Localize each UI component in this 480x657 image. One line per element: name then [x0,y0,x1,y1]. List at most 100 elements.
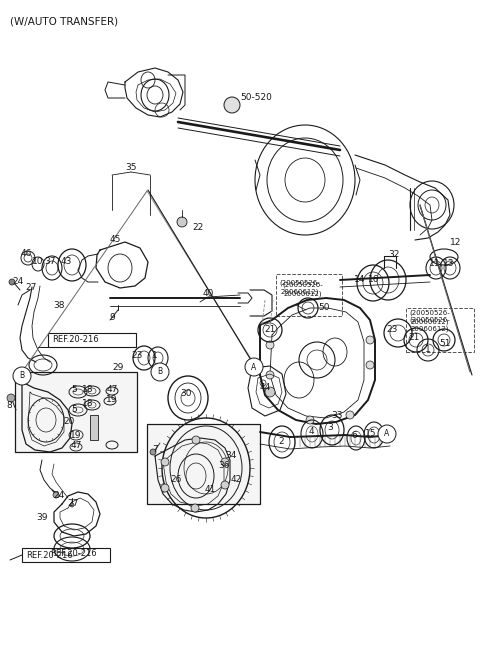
Ellipse shape [177,217,187,227]
Ellipse shape [192,436,200,444]
Bar [22,548,110,562]
Text: 2: 2 [278,436,284,445]
Text: 23: 23 [386,325,398,334]
Text: 36: 36 [218,461,230,470]
Text: (20050526-: (20050526- [283,282,324,288]
Text: 29: 29 [112,363,124,373]
Ellipse shape [161,458,169,466]
Text: 4: 4 [308,428,314,436]
Text: 19: 19 [106,394,118,403]
Text: 24: 24 [12,277,24,286]
Text: 43: 43 [60,258,72,267]
Ellipse shape [266,371,274,379]
Ellipse shape [366,336,374,344]
Ellipse shape [265,387,275,397]
Ellipse shape [70,503,74,507]
Text: 5: 5 [71,405,77,415]
Text: 50: 50 [318,304,329,313]
Text: A: A [252,363,257,371]
Text: 39: 39 [36,514,48,522]
Ellipse shape [378,425,396,443]
Ellipse shape [221,458,229,466]
Text: 37: 37 [44,258,56,267]
Text: 33: 33 [331,411,343,420]
Text: 1: 1 [152,350,158,359]
Text: 47: 47 [106,384,118,394]
Ellipse shape [151,363,169,381]
Text: 7: 7 [152,445,158,453]
Text: 35: 35 [125,164,137,173]
Bar [90,415,98,440]
Bar [48,333,136,347]
Ellipse shape [221,481,229,489]
Text: 50-520: 50-520 [240,93,272,101]
Ellipse shape [13,367,31,385]
Text: 27: 27 [67,499,79,509]
Ellipse shape [306,416,314,424]
Text: 20060612): 20060612) [281,288,319,295]
Text: 9: 9 [109,313,115,323]
Ellipse shape [366,361,374,369]
Text: 40: 40 [202,288,214,298]
Text: 51: 51 [439,338,451,348]
Ellipse shape [161,484,169,492]
Text: 3: 3 [327,424,333,432]
Text: 20060612): 20060612) [411,326,449,332]
Text: (20050526-: (20050526- [409,317,450,323]
Bar [147,424,260,504]
Text: 21: 21 [264,325,276,334]
Text: 34: 34 [225,451,237,459]
Text: 32: 32 [388,250,400,260]
Text: 20: 20 [63,417,75,426]
Text: 46: 46 [20,250,32,258]
Text: 15: 15 [365,430,377,438]
Text: 41: 41 [204,486,216,495]
Text: 18: 18 [82,386,94,394]
Text: 42: 42 [230,474,241,484]
Text: 21: 21 [408,334,420,342]
Text: 18: 18 [82,399,94,407]
Text: 45: 45 [109,235,120,244]
Ellipse shape [9,279,15,285]
Text: 13: 13 [443,260,455,269]
Text: 16: 16 [368,275,380,284]
Text: 27: 27 [25,284,36,292]
Text: A: A [384,430,390,438]
Text: (20050526-: (20050526- [409,309,450,316]
Text: REF.20-216: REF.20-216 [50,549,96,558]
Text: 47: 47 [70,442,82,451]
Text: 44: 44 [259,384,271,392]
Ellipse shape [224,97,240,113]
Ellipse shape [53,492,59,498]
Text: 19: 19 [70,430,82,440]
Text: 20060612): 20060612) [411,319,449,325]
Text: 14: 14 [354,275,366,284]
Text: 24: 24 [53,491,65,499]
Ellipse shape [150,449,156,455]
Text: REF.20-216: REF.20-216 [52,336,98,344]
Text: (20050526-: (20050526- [280,280,320,286]
Text: 6: 6 [351,432,357,440]
Bar [406,308,474,352]
Text: 30: 30 [180,388,192,397]
Bar [276,274,342,316]
Text: 20060612): 20060612) [284,291,322,297]
Text: 11: 11 [429,260,441,269]
Text: 22: 22 [192,223,203,233]
Text: B: B [157,367,163,376]
Text: (W/AUTO TRANSFER): (W/AUTO TRANSFER) [10,16,118,26]
Text: 1: 1 [425,346,431,355]
Text: REF.20-216: REF.20-216 [26,551,72,560]
Text: 38: 38 [53,300,64,309]
Text: 12: 12 [450,238,462,248]
Ellipse shape [266,341,274,349]
Text: 8: 8 [6,401,12,409]
Ellipse shape [346,411,354,419]
Text: B: B [19,371,24,380]
Text: 5: 5 [71,386,77,394]
Text: 23: 23 [132,350,143,359]
Bar [15,372,137,452]
Text: 10: 10 [32,258,44,267]
Ellipse shape [7,394,15,402]
Text: 26: 26 [170,474,182,484]
